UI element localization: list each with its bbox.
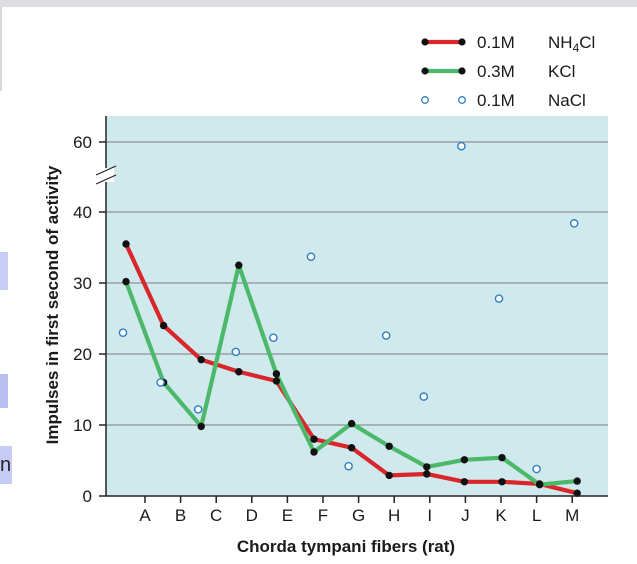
data-point-nh4cl-i (423, 470, 431, 478)
data-point-nacl-c (193, 405, 203, 414)
legend-label-nacl: NaCl (548, 91, 586, 110)
legend-point-nh4cl (421, 38, 429, 46)
data-point-nacl-b (156, 378, 165, 387)
x-tick-label: K (495, 506, 507, 525)
data-point-kcl-g (347, 419, 356, 428)
legend-concentration-nacl: 0.1M (477, 91, 515, 110)
cropped-page-text: n (0, 454, 12, 476)
axis-break-mark (95, 174, 117, 185)
x-tick-label: D (246, 506, 258, 525)
x-tick-label: M (565, 506, 579, 525)
x-tick-label: C (210, 506, 222, 525)
plot-area (106, 116, 608, 496)
data-point-nh4cl-g (347, 444, 356, 452)
data-point-nh4cl-f (310, 435, 318, 443)
data-point-nacl-e (269, 333, 278, 342)
x-tick-label: L (532, 506, 541, 525)
data-point-nacl-a (118, 328, 128, 338)
side-tab (0, 374, 8, 408)
legend-concentration-kcl: 0.3M (477, 62, 515, 81)
data-point-nh4cl-m (573, 489, 581, 497)
x-tick-label: J (461, 506, 470, 525)
left-border (0, 7, 2, 91)
data-point-nh4cl-k (498, 478, 506, 486)
data-point-nh4cl-e (272, 377, 281, 385)
data-point-kcl-h (385, 442, 393, 450)
data-point-nh4cl-d (235, 368, 243, 376)
side-tab (0, 446, 12, 484)
data-point-nacl-g (344, 461, 353, 471)
axis-break-mark (95, 165, 117, 176)
data-point-kcl-d (235, 261, 243, 269)
x-tick-label: A (139, 506, 151, 525)
data-point-kcl-j (460, 456, 469, 464)
legend-point-nacl (421, 96, 429, 104)
top-border (0, 0, 637, 7)
x-tick-label: I (427, 506, 432, 525)
legend-point-kcl (421, 67, 429, 75)
x-tick-label: H (388, 506, 400, 525)
data-point-kcl-f (310, 448, 318, 456)
data-point-nh4cl-b (159, 321, 168, 330)
data-point-kcl-c (197, 422, 205, 431)
data-point-nacl-h (381, 331, 391, 340)
data-point-nacl-l (532, 464, 541, 474)
legend: 0.1M NH4Cl 0.3M KCl 0.1M NaCl (421, 33, 595, 110)
legend-point-nacl (458, 96, 466, 104)
y-tick-label: 10 (73, 416, 92, 435)
x-tick-label: E (282, 506, 293, 525)
y-tick-label: 40 (73, 203, 92, 222)
y-axis-title: Impulses in first second of activity (43, 165, 62, 444)
x-tick-label: F (318, 506, 328, 525)
legend-point-kcl (458, 67, 466, 75)
side-tab (0, 252, 8, 290)
data-point-kcl-l (535, 480, 544, 489)
data-point-nh4cl-h (385, 471, 393, 480)
y-tick-label: 20 (73, 345, 92, 364)
data-point-kcl-e (272, 370, 281, 378)
y-tick-label: 0 (83, 487, 92, 506)
data-point-kcl-m (573, 477, 581, 485)
legend-concentration-nh4cl: 0.1M (477, 33, 515, 52)
legend-label-nh4cl: NH4Cl (548, 33, 595, 55)
data-point-kcl-k (498, 453, 506, 462)
data-point-nh4cl-c (197, 355, 205, 364)
x-tick-label: B (175, 506, 186, 525)
axis-break-gap (98, 168, 114, 182)
axis-layer: 0 10 20 30 40 60 A B C D E F G H I J K L M Chorda tympani f… (43, 116, 608, 556)
data-point-nacl-m (569, 219, 579, 228)
data-point-nacl-d (231, 347, 241, 357)
data-point-kcl-i (423, 463, 431, 471)
data-point-nacl-f (306, 252, 316, 262)
plot-layer (106, 116, 608, 497)
legend-point-nh4cl (458, 38, 466, 46)
legend-label-kcl: KCl (548, 62, 575, 81)
x-axis-title: Chorda tympani fibers (rat) (237, 537, 455, 556)
data-point-nacl-k (494, 294, 504, 303)
y-tick-label: 60 (73, 133, 92, 152)
y-tick-label: 30 (73, 274, 92, 293)
data-point-nh4cl-a (122, 240, 130, 248)
data-point-kcl-a (122, 277, 130, 286)
data-point-nh4cl-j (460, 478, 469, 486)
x-tick-label: G (352, 506, 365, 525)
data-point-nacl-i (419, 392, 429, 401)
data-point-nacl-j (457, 141, 466, 151)
